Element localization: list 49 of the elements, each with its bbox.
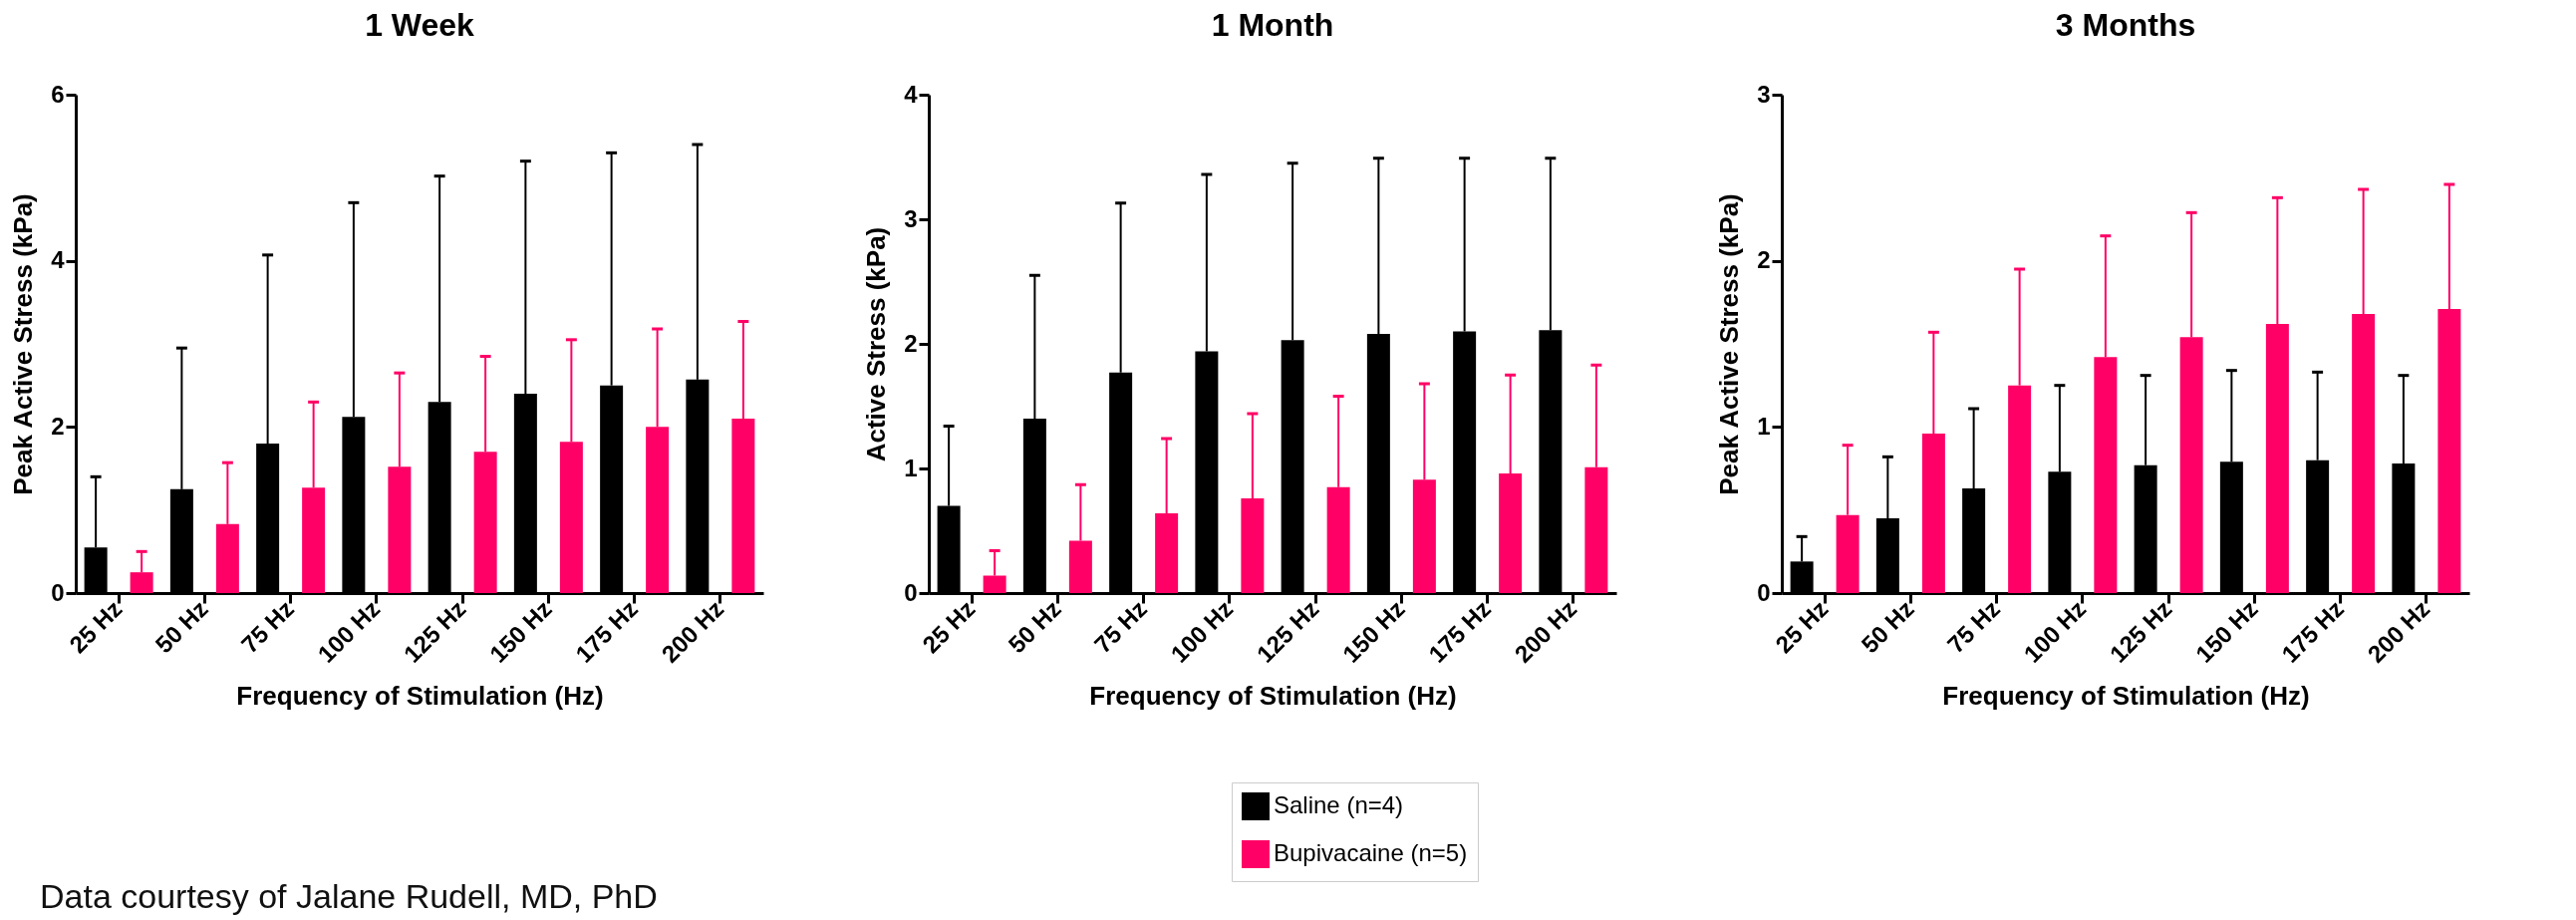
y-tick-label: 2 — [904, 329, 918, 357]
x-tick-label: 175 Hz — [1423, 594, 1497, 668]
y-tick-label: 0 — [1757, 578, 1771, 606]
x-tick-label: 175 Hz — [570, 594, 644, 668]
y-tick-label: 6 — [51, 80, 65, 108]
x-tick-label: 125 Hz — [398, 594, 471, 668]
x-tick-label: 25 Hz — [1770, 594, 1834, 659]
x-tick-label: 100 Hz — [2018, 594, 2092, 668]
x-tick-label: 25 Hz — [917, 594, 981, 659]
y-tick-label: 4 — [51, 246, 66, 274]
x-tick-label: 50 Hz — [149, 594, 213, 659]
x-axis-title: Frequency of Stimulation (Hz) — [1089, 680, 1457, 711]
x-axis-title: Frequency of Stimulation (Hz) — [236, 680, 604, 711]
x-tick-label: 150 Hz — [2190, 594, 2263, 668]
legend-label: Saline (n=4) — [1274, 791, 1404, 818]
x-tick-label: 50 Hz — [1856, 594, 1919, 659]
x-tick-label: 175 Hz — [2276, 594, 2350, 668]
y-tick-label: 0 — [904, 578, 918, 606]
y-tick-label: 2 — [51, 412, 65, 440]
x-tick-label: 50 Hz — [1002, 594, 1066, 659]
x-tick-label: 100 Hz — [1165, 594, 1239, 668]
y-axis-title: Active Stress (kPa) — [861, 226, 892, 462]
x-tick-label: 200 Hz — [656, 594, 729, 668]
y-axis-title: Peak Active Stress (kPa) — [8, 193, 39, 495]
chart-title: 3 Months — [2055, 7, 2196, 43]
x-tick-label: 25 Hz — [64, 594, 128, 659]
x-tick-label: 75 Hz — [235, 594, 300, 659]
x-tick-label: 75 Hz — [1088, 594, 1153, 659]
y-tick-label: 3 — [904, 204, 918, 232]
y-tick-label: 1 — [904, 454, 918, 481]
chart-title: 1 Month — [1211, 7, 1334, 43]
y-axis-title: Peak Active Stress (kPa) — [1714, 193, 1745, 495]
x-tick-label: 200 Hz — [2362, 594, 2435, 668]
y-tick-label: 0 — [51, 578, 65, 606]
y-tick-label: 3 — [1757, 80, 1771, 108]
y-tick-label: 2 — [1757, 246, 1771, 274]
chart-title: 1 Week — [365, 7, 475, 43]
x-tick-label: 75 Hz — [1941, 594, 2006, 659]
x-tick-label: 125 Hz — [1251, 594, 1324, 668]
x-tick-label: 100 Hz — [312, 594, 386, 668]
x-axis-title: Frequency of Stimulation (Hz) — [1942, 680, 2310, 711]
legend-label: Bupivacaine (n=5) — [1274, 839, 1468, 866]
x-tick-label: 150 Hz — [484, 594, 557, 668]
text: Data courtesy of Jalane Rudell, MD, PhD — [40, 877, 658, 916]
y-tick-label: 1 — [1757, 412, 1771, 440]
x-tick-label: 125 Hz — [2104, 594, 2177, 668]
x-tick-label: 150 Hz — [1337, 594, 1410, 668]
x-tick-label: 200 Hz — [1509, 594, 1582, 668]
y-tick-label: 4 — [904, 80, 919, 108]
